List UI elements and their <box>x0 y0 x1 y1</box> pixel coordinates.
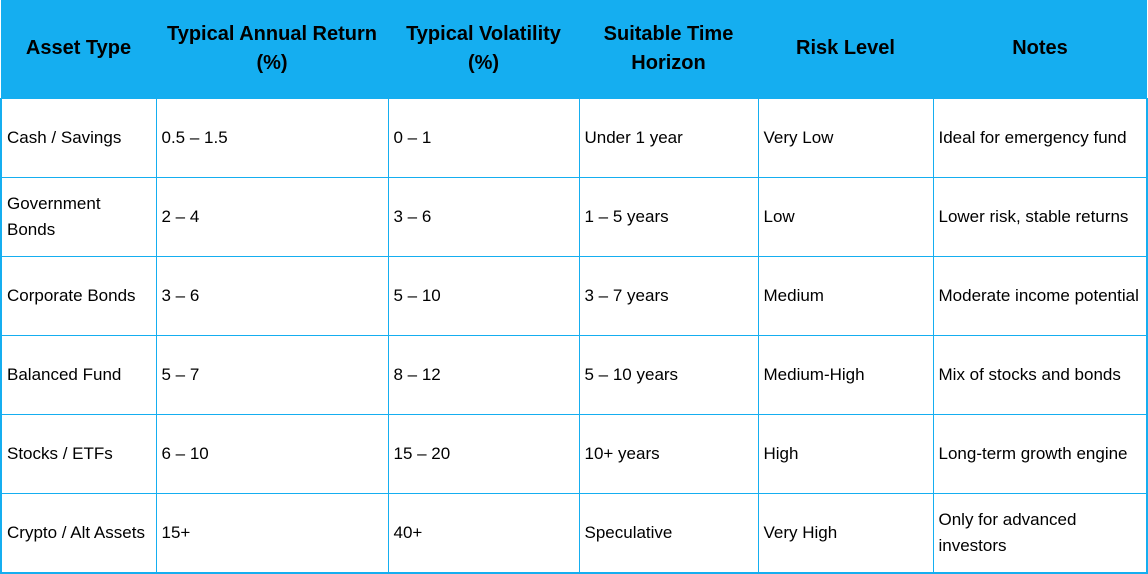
table-row: Balanced Fund 5 – 7 8 – 12 5 – 10 years … <box>0 334 1148 415</box>
table-row: Government Bonds 2 – 4 3 – 6 1 – 5 years… <box>0 176 1148 257</box>
cell-notes: Moderate income potential <box>932 255 1148 336</box>
header-notes: Notes <box>933 0 1147 98</box>
cell-notes: Mix of stocks and bonds <box>932 334 1148 415</box>
header-row: Asset Type Typical Annual Return (%) Typ… <box>1 0 1147 98</box>
cell-annual-return: 3 – 6 <box>155 255 389 336</box>
cell-volatility: 0 – 1 <box>387 97 580 178</box>
cell-notes: Ideal for emergency fund <box>932 97 1148 178</box>
cell-annual-return: 2 – 4 <box>155 176 389 257</box>
cell-time-horizon: Under 1 year <box>578 97 759 178</box>
cell-risk-level: Very Low <box>757 97 934 178</box>
cell-annual-return: 6 – 10 <box>155 413 389 494</box>
cell-volatility: 5 – 10 <box>387 255 580 336</box>
cell-asset-type: Corporate Bonds <box>0 255 157 336</box>
cell-time-horizon: 10+ years <box>578 413 759 494</box>
cell-time-horizon: Speculative <box>578 492 759 574</box>
cell-risk-level: High <box>757 413 934 494</box>
cell-volatility: 15 – 20 <box>387 413 580 494</box>
cell-notes: Long-term growth engine <box>932 413 1148 494</box>
header-annual-return: Typical Annual Return (%) <box>156 0 388 98</box>
cell-time-horizon: 3 – 7 years <box>578 255 759 336</box>
table-row: Cash / Savings 0.5 – 1.5 0 – 1 Under 1 y… <box>0 97 1148 178</box>
cell-annual-return: 15+ <box>155 492 389 574</box>
cell-volatility: 40+ <box>387 492 580 574</box>
cell-asset-type: Stocks / ETFs <box>0 413 157 494</box>
cell-time-horizon: 1 – 5 years <box>578 176 759 257</box>
cell-annual-return: 0.5 – 1.5 <box>155 97 389 178</box>
cell-volatility: 3 – 6 <box>387 176 580 257</box>
cell-notes: Lower risk, stable returns <box>932 176 1148 257</box>
cell-risk-level: Very High <box>757 492 934 574</box>
cell-volatility: 8 – 12 <box>387 334 580 415</box>
cell-asset-type: Balanced Fund <box>0 334 157 415</box>
cell-time-horizon: 5 – 10 years <box>578 334 759 415</box>
cell-notes: Only for advanced investors <box>932 492 1148 574</box>
header-risk-level: Risk Level <box>758 0 933 98</box>
cell-risk-level: Medium <box>757 255 934 336</box>
cell-risk-level: Low <box>757 176 934 257</box>
header-asset-type: Asset Type <box>1 0 156 98</box>
cell-annual-return: 5 – 7 <box>155 334 389 415</box>
cell-asset-type: Crypto / Alt Assets <box>0 492 157 574</box>
cell-asset-type: Cash / Savings <box>0 97 157 178</box>
table-row: Crypto / Alt Assets 15+ 40+ Speculative … <box>0 492 1148 574</box>
cell-risk-level: Medium-High <box>757 334 934 415</box>
table-row: Stocks / ETFs 6 – 10 15 – 20 10+ years H… <box>0 413 1148 494</box>
table-row: Corporate Bonds 3 – 6 5 – 10 3 – 7 years… <box>0 255 1148 336</box>
header-time-horizon: Suitable Time Horizon <box>579 0 758 98</box>
cell-asset-type: Government Bonds <box>0 176 157 257</box>
header-volatility: Typical Volatility (%) <box>388 0 579 98</box>
